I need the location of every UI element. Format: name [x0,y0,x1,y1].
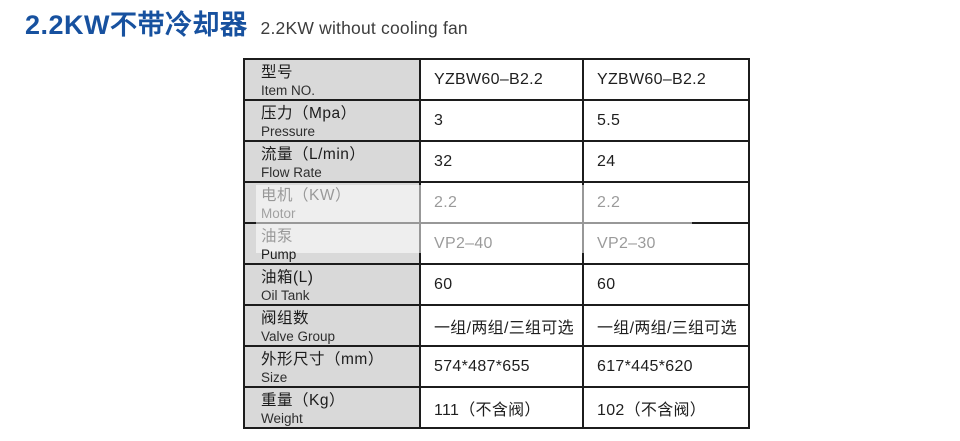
table-row: 阀组数 Valve Group 一组/两组/三组可选 一组/两组/三组可选 [245,306,748,347]
spec-value-model-2: 5.5 [597,111,621,129]
spec-label-zh: 压力（Mpa） [261,105,357,122]
table-row: 重量（Kg） Weight 111（不含阀） 102（不含阀） [245,388,748,427]
spec-value-model-2: 102（不含阀） [597,401,707,419]
spec-label-zh: 阀组数 [261,310,310,327]
spec-label-en: Valve Group [261,329,336,344]
spec-value-model-1: 2.2 [421,183,584,222]
spec-table: 型号 Item NO. YZBW60–B2.2 YZBW60–B2.2 压力（M… [243,58,750,429]
spec-label-zh: 电机（KW） [261,187,351,204]
spec-value-model-1: 32 [421,142,584,181]
spec-label-cell: 电机（KW） Motor [245,183,421,222]
table-row: 压力（Mpa） Pressure 3 5.5 [245,101,748,142]
spec-value-model-1: YZBW60–B2.2 [421,60,584,99]
table-row: 型号 Item NO. YZBW60–B2.2 YZBW60–B2.2 [245,60,748,101]
spec-label-zh: 流量（L/min） [261,146,366,163]
spec-value-model-2: 2.2 [597,193,621,211]
spec-label-cell: 型号 Item NO. [245,60,421,99]
spec-value-model-2: 24 [597,152,616,170]
table-row: 电机（KW） Motor 2.2 2.2 [245,183,748,224]
page-title-en: 2.2KW without cooling fan [260,18,468,38]
spec-value-model-2: YZBW60–B2.2 [597,70,707,88]
spec-label-en: Flow Rate [261,165,322,180]
spec-label-cell: 重量（Kg） Weight [245,388,421,427]
spec-label-cell: 阀组数 Valve Group [245,306,421,345]
spec-label-zh: 油箱(L) [261,269,314,286]
spec-label-en: Oil Tank [261,288,310,303]
table-row: 油泵 Pump VP2–40 VP2–30 [245,224,748,265]
spec-label-en: Pressure [261,124,316,139]
spec-label-en: Pump [261,247,297,262]
spec-label-cell: 压力（Mpa） Pressure [245,101,421,140]
page-title-zh: 2.2KW不带冷却器 [25,10,248,40]
spec-label-zh: 油泵 [261,228,294,245]
spec-value-model-1: 3 [421,101,584,140]
spec-label-zh: 型号 [261,64,294,81]
table-row: 油箱(L) Oil Tank 60 60 [245,265,748,306]
table-row: 流量（L/min） Flow Rate 32 24 [245,142,748,183]
page-header: 2.2KW不带冷却器 2.2KW without cooling fan [25,3,468,42]
spec-label-en: Weight [261,411,303,426]
spec-label-cell: 油泵 Pump [245,224,421,263]
spec-label-en: Motor [261,206,296,221]
spec-label-cell: 油箱(L) Oil Tank [245,265,421,304]
spec-value-model-2: 60 [597,275,616,293]
spec-value-model-1: 574*487*655 [421,347,584,386]
spec-label-zh: 外形尺寸（mm） [261,351,384,368]
spec-label-cell: 外形尺寸（mm） Size [245,347,421,386]
spec-value-model-2: 一组/两组/三组可选 [597,319,737,337]
spec-value-model-1: 60 [421,265,584,304]
spec-value-model-1: VP2–40 [421,224,584,263]
spec-label-zh: 重量（Kg） [261,392,345,409]
spec-value-model-2: VP2–30 [597,234,656,252]
spec-value-model-1: 111（不含阀） [421,388,584,427]
spec-value-model-1: 一组/两组/三组可选 [421,306,584,345]
spec-label-en: Item NO. [261,83,316,98]
spec-label-en: Size [261,370,288,385]
spec-value-model-2: 617*445*620 [597,357,693,375]
table-row: 外形尺寸（mm） Size 574*487*655 617*445*620 [245,347,748,388]
spec-label-cell: 流量（L/min） Flow Rate [245,142,421,181]
